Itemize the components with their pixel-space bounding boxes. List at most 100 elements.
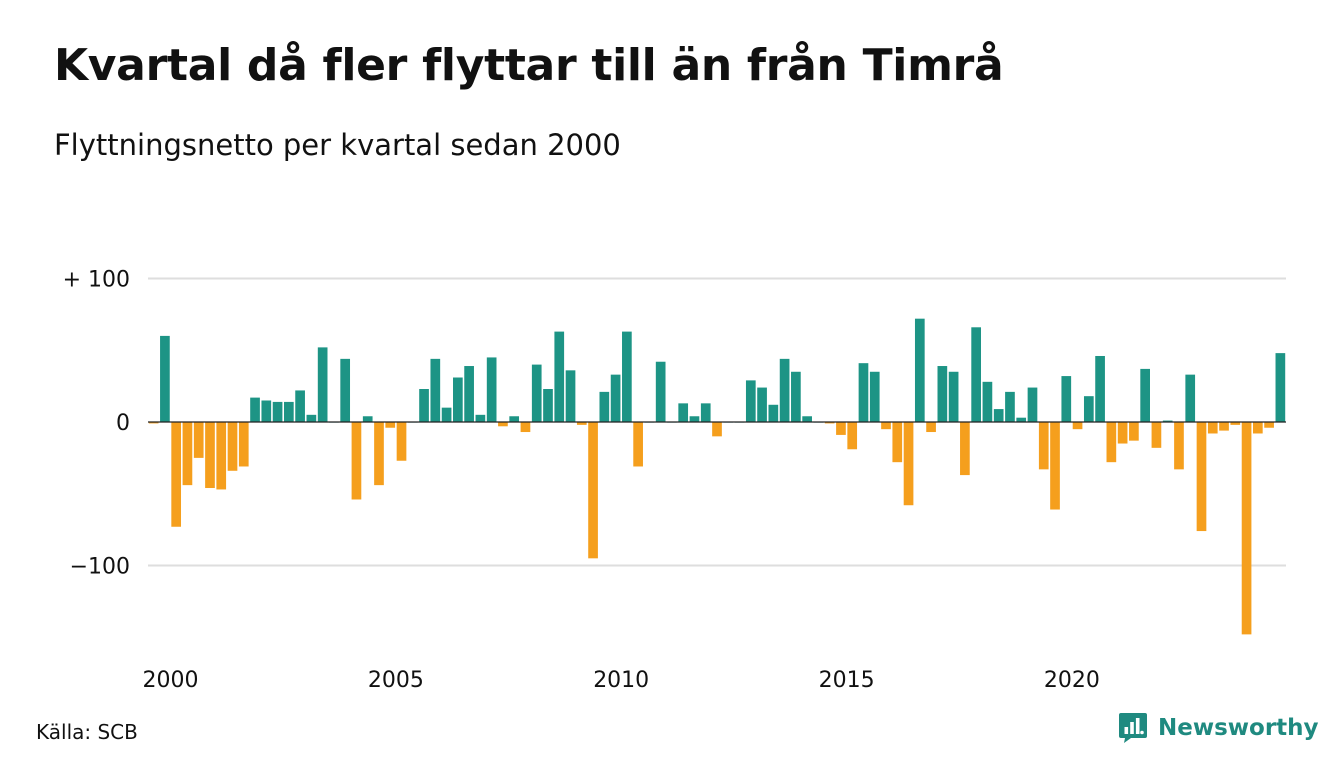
bar xyxy=(362,416,373,422)
brand-name: Newsworthy xyxy=(1158,715,1319,741)
bar xyxy=(1106,422,1117,463)
bar xyxy=(1095,355,1105,422)
bar xyxy=(836,422,846,435)
bar xyxy=(498,422,508,427)
bar xyxy=(700,403,711,423)
bar xyxy=(295,390,305,422)
bar xyxy=(948,371,959,422)
y-tick-label: −100 xyxy=(70,555,130,580)
bar xyxy=(599,391,610,423)
bars xyxy=(148,318,1286,635)
bar xyxy=(869,371,880,422)
bar xyxy=(914,318,925,422)
brand-logo[interactable]: Newsworthy xyxy=(1118,712,1319,744)
bar xyxy=(351,422,362,500)
x-tick-label: 2000 xyxy=(143,668,199,693)
bar xyxy=(1241,422,1252,635)
bar xyxy=(1162,420,1173,422)
bar xyxy=(419,389,429,423)
x-tick-label: 2005 xyxy=(368,668,424,693)
bar xyxy=(250,397,260,422)
x-axis-ticks: 2000 2005 2010 2015 2020 xyxy=(143,668,1100,693)
bar xyxy=(712,422,722,437)
y-axis-ticks: + 100 0 −100 xyxy=(63,268,130,580)
bar xyxy=(655,361,666,422)
bar xyxy=(610,374,621,422)
bar xyxy=(1083,396,1094,422)
bar-chart-speech-icon xyxy=(1119,713,1147,743)
bar xyxy=(1038,422,1049,470)
chart-subtitle: Flyttningsnetto per kvartal sedan 2000 xyxy=(54,128,621,162)
bar xyxy=(768,404,779,422)
grid-lines xyxy=(148,277,1286,567)
bar xyxy=(757,387,767,422)
y-tick-label: + 100 xyxy=(63,268,130,293)
x-tick-label: 2015 xyxy=(819,668,875,693)
bar xyxy=(272,401,283,422)
bar xyxy=(385,422,396,428)
bar xyxy=(689,416,700,422)
bar xyxy=(903,422,914,506)
bar xyxy=(464,366,474,422)
bar xyxy=(1264,422,1274,428)
bar xyxy=(622,331,632,423)
y-tick-label: 0 xyxy=(116,411,130,436)
bar xyxy=(824,422,835,424)
bar xyxy=(430,358,441,422)
bar xyxy=(982,381,993,422)
bar xyxy=(1129,422,1139,441)
bar xyxy=(993,409,1004,422)
bar xyxy=(1027,387,1038,422)
bar xyxy=(1185,374,1196,422)
bar xyxy=(475,414,486,422)
bar xyxy=(576,422,587,425)
bar xyxy=(1005,391,1015,423)
bar xyxy=(396,422,407,461)
bar xyxy=(531,364,542,422)
bar xyxy=(802,416,812,422)
bar xyxy=(193,422,204,458)
bar xyxy=(1151,422,1162,448)
bar xyxy=(374,422,384,486)
bar xyxy=(1219,422,1229,431)
bar xyxy=(1061,376,1072,422)
bar xyxy=(1196,422,1207,532)
bar xyxy=(791,371,801,422)
bar xyxy=(1230,422,1241,425)
bar xyxy=(745,380,756,422)
bar xyxy=(588,422,598,559)
x-tick-label: 2010 xyxy=(593,668,649,693)
bar xyxy=(1072,422,1083,430)
bar xyxy=(543,389,553,423)
bar xyxy=(148,422,159,424)
bar xyxy=(881,422,891,430)
bar xyxy=(960,422,970,476)
bar xyxy=(453,377,463,422)
bar xyxy=(317,347,328,422)
bar xyxy=(1275,353,1286,422)
bar xyxy=(847,422,858,450)
bar xyxy=(971,327,981,422)
bar xyxy=(1140,368,1150,422)
bar xyxy=(486,357,497,423)
bar xyxy=(520,422,531,433)
bar xyxy=(1016,417,1027,422)
bar xyxy=(678,403,689,423)
bar xyxy=(227,422,238,471)
bar xyxy=(554,331,565,423)
bar xyxy=(779,358,790,422)
bar xyxy=(1174,422,1184,470)
bar xyxy=(892,422,903,463)
bar xyxy=(937,366,948,422)
bar xyxy=(340,358,351,422)
bar xyxy=(565,370,576,422)
bar xyxy=(441,407,452,422)
bar xyxy=(205,422,215,489)
bar xyxy=(182,422,193,486)
bar xyxy=(926,422,936,433)
bar xyxy=(306,414,317,422)
source-note: Källa: SCB xyxy=(36,720,138,744)
bar xyxy=(1252,422,1263,434)
x-tick-label: 2020 xyxy=(1044,668,1100,693)
